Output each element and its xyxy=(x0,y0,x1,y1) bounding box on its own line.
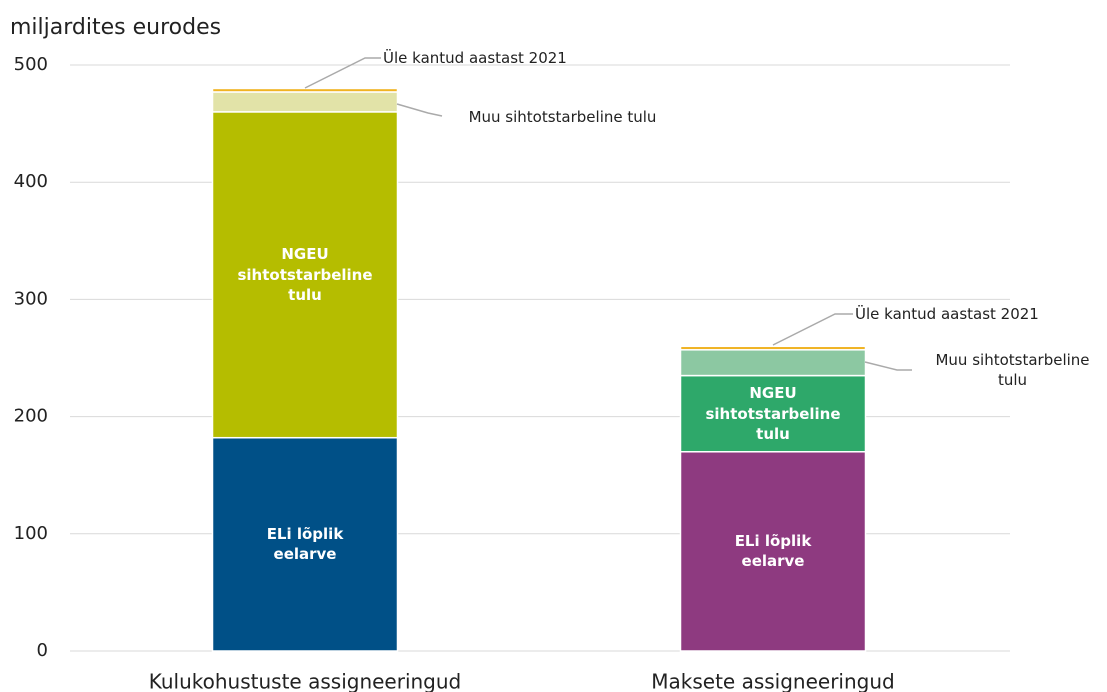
bar-segment xyxy=(211,87,399,93)
segment-label: ELi lõplik eelarve xyxy=(734,532,812,571)
segment-label: NGEU sihtotstarbeline tulu xyxy=(237,245,373,304)
bar-segment xyxy=(679,349,867,377)
bar-segment xyxy=(679,374,867,453)
segment-label: Üle kantud aastast 2021 xyxy=(383,48,567,67)
bar-segment xyxy=(679,345,867,351)
y-tick-label: 200 xyxy=(14,406,48,427)
leader-line xyxy=(772,313,853,346)
leader-line xyxy=(304,57,381,89)
leader-line xyxy=(396,103,443,117)
segment-label: NGEU sihtotstarbeline tulu xyxy=(705,384,841,443)
bar-segment xyxy=(679,451,867,652)
segment-label: ELi lõplik eelarve xyxy=(266,525,344,564)
y-tick-label: 300 xyxy=(14,288,48,309)
y-axis-title: miljardites eurodes xyxy=(10,15,221,40)
bar-segment xyxy=(211,91,399,113)
leader-line xyxy=(864,361,912,371)
x-tick-label: Maksete assigneeringud xyxy=(651,670,894,692)
y-tick-label: 0 xyxy=(37,640,48,661)
x-tick-label: Kulukohustuste assigneeringud xyxy=(149,670,462,692)
bar-segment xyxy=(211,436,399,652)
y-tick-label: 400 xyxy=(14,171,48,192)
bar-segment xyxy=(211,111,399,439)
segment-label: Üle kantud aastast 2021 xyxy=(855,304,1039,323)
y-tick-label: 500 xyxy=(14,54,48,75)
segment-label: Muu sihtotstarbeline tulu xyxy=(935,350,1090,389)
segment-label: Muu sihtotstarbeline tulu xyxy=(468,107,657,126)
y-tick-label: 100 xyxy=(14,523,48,544)
